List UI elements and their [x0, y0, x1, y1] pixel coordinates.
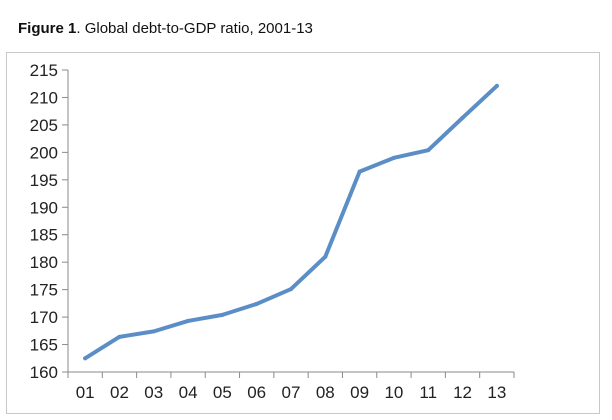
x-tick-label: 02: [110, 383, 129, 402]
y-tick-label: 190: [30, 198, 58, 217]
data-point: [220, 312, 225, 317]
x-tick-label: 10: [384, 383, 403, 402]
y-tick-label: 185: [30, 226, 58, 245]
figure-title: Figure 1. Global debt-to-GDP ratio, 2001…: [18, 20, 313, 37]
figure-caption: . Global debt-to-GDP ratio, 2001-13: [76, 20, 313, 37]
x-tick-label: 09: [350, 383, 369, 402]
data-point: [494, 83, 499, 88]
y-axis: 160 165 170 175 180 185 190 195 200 205 210 215: [30, 61, 69, 382]
x-tick-label: 08: [316, 383, 335, 402]
x-tick-label: 07: [282, 383, 301, 402]
data-point: [289, 287, 293, 292]
data-point: [151, 329, 156, 334]
y-tick-label: 200: [30, 143, 58, 162]
y-tick-label: 160: [30, 363, 58, 382]
series-group: [83, 83, 499, 361]
data-point: [391, 155, 396, 160]
data-point: [357, 169, 362, 174]
y-tick-label: 170: [30, 308, 58, 327]
x-tick-label: 04: [179, 383, 198, 402]
data-point: [83, 356, 88, 361]
x-tick-label: 05: [213, 383, 232, 402]
chart-frame: [6, 52, 600, 414]
x-tick-label: 11: [419, 383, 437, 402]
x-tick-label: 06: [247, 383, 266, 402]
y-tick-label: 215: [30, 61, 58, 80]
x-axis: 01 02 03 04 05 06 07 08 09 10 11 12 13: [67, 371, 515, 402]
data-point: [460, 115, 465, 120]
y-tick-label: 175: [30, 281, 58, 300]
data-point: [426, 148, 431, 153]
data-point: [254, 301, 259, 306]
x-tick-label: 01: [76, 383, 95, 402]
data-point: [186, 318, 191, 323]
y-tick-label: 180: [30, 253, 58, 272]
data-point: [323, 254, 328, 259]
series-line: [83, 83, 499, 361]
y-tick-label: 165: [30, 336, 58, 355]
x-tick-label: 12: [453, 383, 472, 402]
y-tick-label: 195: [30, 171, 58, 190]
data-point: [117, 334, 122, 339]
x-tick-label: 03: [144, 383, 163, 402]
x-tick-label: 13: [487, 383, 506, 402]
y-tick-label: 205: [30, 116, 58, 135]
figure-label: Figure 1: [18, 20, 77, 37]
y-tick-label: 210: [30, 88, 58, 107]
